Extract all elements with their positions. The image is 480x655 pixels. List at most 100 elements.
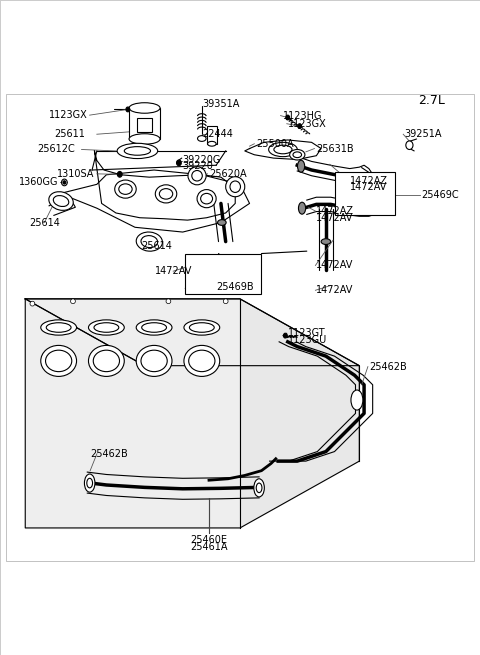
Ellipse shape bbox=[124, 147, 151, 155]
Ellipse shape bbox=[115, 180, 136, 198]
Ellipse shape bbox=[61, 179, 67, 186]
Ellipse shape bbox=[141, 236, 157, 248]
Text: 25620A: 25620A bbox=[209, 169, 247, 179]
Text: 25460E: 25460E bbox=[191, 535, 228, 545]
Ellipse shape bbox=[283, 333, 287, 338]
Ellipse shape bbox=[184, 320, 220, 335]
Ellipse shape bbox=[87, 478, 93, 488]
Bar bbox=[129, 108, 160, 139]
Text: 1472AV: 1472AV bbox=[155, 266, 192, 276]
Ellipse shape bbox=[192, 170, 202, 181]
Ellipse shape bbox=[254, 479, 264, 497]
Ellipse shape bbox=[94, 323, 119, 332]
Ellipse shape bbox=[298, 160, 305, 172]
Text: 1123GX: 1123GX bbox=[48, 110, 87, 120]
Ellipse shape bbox=[126, 107, 130, 112]
Ellipse shape bbox=[46, 323, 71, 332]
Ellipse shape bbox=[197, 189, 216, 208]
Ellipse shape bbox=[41, 320, 76, 335]
Text: 22444: 22444 bbox=[202, 129, 233, 140]
Text: 25611: 25611 bbox=[54, 129, 85, 140]
Ellipse shape bbox=[119, 184, 132, 195]
Ellipse shape bbox=[226, 177, 245, 196]
Bar bbox=[137, 117, 152, 132]
Ellipse shape bbox=[136, 320, 172, 335]
Ellipse shape bbox=[166, 299, 171, 304]
Ellipse shape bbox=[177, 160, 181, 166]
Ellipse shape bbox=[223, 299, 228, 304]
Ellipse shape bbox=[286, 115, 289, 120]
Text: 25500A: 25500A bbox=[257, 139, 294, 149]
Text: 1123GX: 1123GX bbox=[288, 119, 326, 129]
Ellipse shape bbox=[190, 323, 214, 332]
Ellipse shape bbox=[46, 350, 72, 371]
Polygon shape bbox=[25, 299, 240, 528]
Ellipse shape bbox=[129, 103, 160, 113]
Ellipse shape bbox=[129, 134, 160, 144]
Ellipse shape bbox=[298, 124, 301, 128]
Text: 39251A: 39251A bbox=[405, 129, 442, 140]
Ellipse shape bbox=[274, 145, 292, 154]
Text: 1472AZ: 1472AZ bbox=[350, 176, 388, 185]
Ellipse shape bbox=[269, 142, 297, 157]
Ellipse shape bbox=[188, 166, 206, 185]
Text: 1123HG: 1123HG bbox=[283, 111, 323, 121]
Text: 1472AV: 1472AV bbox=[350, 182, 387, 192]
Ellipse shape bbox=[207, 141, 216, 146]
Text: 25614: 25614 bbox=[29, 217, 60, 227]
Ellipse shape bbox=[299, 202, 306, 214]
Text: 1472AV: 1472AV bbox=[316, 286, 354, 295]
Ellipse shape bbox=[49, 192, 73, 210]
Text: 2.7L: 2.7L bbox=[419, 94, 445, 107]
Ellipse shape bbox=[230, 181, 240, 193]
Text: 25469B: 25469B bbox=[216, 282, 254, 292]
Text: 25612C: 25612C bbox=[37, 145, 75, 155]
Ellipse shape bbox=[30, 301, 35, 306]
Text: 1310SA: 1310SA bbox=[57, 169, 95, 179]
Ellipse shape bbox=[156, 185, 177, 203]
Ellipse shape bbox=[141, 350, 167, 371]
Ellipse shape bbox=[117, 172, 122, 177]
Bar bbox=[206, 126, 217, 143]
Ellipse shape bbox=[136, 232, 162, 251]
Ellipse shape bbox=[41, 345, 76, 377]
Ellipse shape bbox=[117, 143, 157, 159]
Text: 1123GT: 1123GT bbox=[288, 328, 325, 338]
Ellipse shape bbox=[88, 345, 124, 377]
Ellipse shape bbox=[198, 136, 206, 141]
Text: 1472AZ: 1472AZ bbox=[316, 206, 354, 216]
Polygon shape bbox=[240, 299, 360, 528]
Polygon shape bbox=[25, 299, 360, 365]
Text: 25469C: 25469C bbox=[421, 190, 459, 200]
Text: 39220G: 39220G bbox=[183, 155, 221, 164]
Ellipse shape bbox=[142, 323, 167, 332]
Ellipse shape bbox=[84, 474, 95, 492]
Text: 39351A: 39351A bbox=[202, 99, 240, 109]
Text: 25614: 25614 bbox=[141, 242, 172, 252]
Ellipse shape bbox=[71, 299, 75, 304]
Ellipse shape bbox=[63, 181, 66, 184]
Ellipse shape bbox=[53, 196, 69, 206]
Text: 25631B: 25631B bbox=[316, 143, 354, 153]
Ellipse shape bbox=[217, 219, 226, 225]
Text: 25462B: 25462B bbox=[90, 449, 128, 459]
Text: 25462B: 25462B bbox=[369, 362, 407, 371]
Ellipse shape bbox=[289, 149, 305, 160]
Ellipse shape bbox=[256, 483, 262, 493]
Ellipse shape bbox=[136, 345, 172, 377]
Text: 1360GG: 1360GG bbox=[19, 178, 59, 187]
Text: 39220: 39220 bbox=[183, 161, 214, 171]
Ellipse shape bbox=[293, 152, 301, 158]
Bar bbox=[336, 172, 395, 215]
Ellipse shape bbox=[88, 320, 124, 335]
Ellipse shape bbox=[201, 193, 213, 204]
Ellipse shape bbox=[351, 390, 363, 410]
Ellipse shape bbox=[189, 350, 215, 371]
Text: 1472AV: 1472AV bbox=[316, 213, 354, 223]
Ellipse shape bbox=[93, 350, 120, 371]
Ellipse shape bbox=[184, 345, 220, 377]
Ellipse shape bbox=[321, 238, 331, 244]
Ellipse shape bbox=[159, 189, 173, 199]
Text: 1472AV: 1472AV bbox=[316, 261, 354, 271]
Text: 25461A: 25461A bbox=[190, 542, 228, 552]
